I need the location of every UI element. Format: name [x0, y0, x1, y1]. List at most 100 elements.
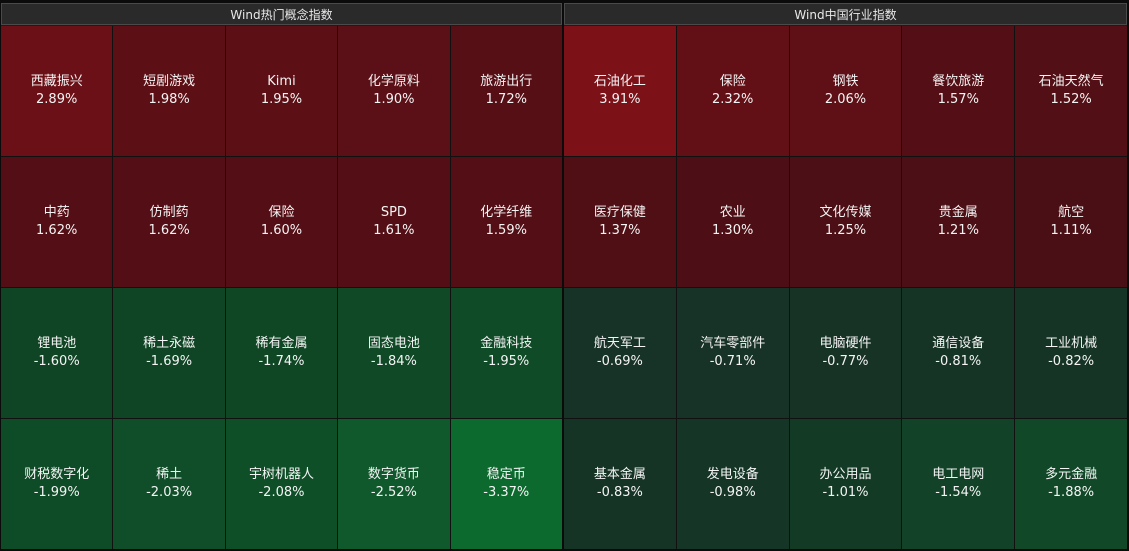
tile-name: 文化传媒: [819, 205, 872, 220]
tile-name: 发电设备: [706, 467, 759, 482]
tile-change-percent: -0.77%: [822, 354, 869, 369]
heatmap-tile[interactable]: 多元金融 -1.88%: [1015, 419, 1127, 549]
tile-change-percent: 2.06%: [824, 92, 867, 107]
heatmap-tile[interactable]: 财税数字化 -1.99%: [1, 419, 113, 549]
heatmap-tile[interactable]: 餐饮旅游 1.57%: [902, 26, 1015, 156]
heatmap-tile[interactable]: 数字货币 -2.52%: [338, 419, 450, 549]
tile-name: 农业: [719, 205, 746, 220]
concept-index-panel: Wind热门概念指数 西藏振兴 2.89% 短剧游戏 1.98% Kimi 1.95% 化学…: [1, 3, 562, 549]
tile-name: 化学原料: [367, 74, 420, 89]
heatmap-tile[interactable]: 基本金属 -0.83%: [564, 419, 676, 549]
tile-change-percent: 1.57%: [937, 92, 979, 107]
tile-name: 数字货币: [367, 467, 420, 482]
tile-name: 通信设备: [932, 336, 985, 351]
tile-name: 电工电网: [932, 467, 985, 482]
heatmap-tile[interactable]: 保险 2.32%: [676, 26, 789, 156]
heatmap-tile[interactable]: 稳定币 -3.37%: [450, 419, 562, 549]
heatmap-tile[interactable]: 医疗保健 1.37%: [564, 157, 676, 287]
tile-name: 航空: [1058, 205, 1085, 220]
tile-change-percent: -0.83%: [596, 485, 643, 500]
heatmap-tile[interactable]: 石油天然气 1.52%: [1015, 26, 1127, 156]
tile-change-percent: -1.88%: [1048, 485, 1095, 500]
heatmap-tile[interactable]: 旅游出行 1.72%: [450, 26, 562, 156]
heatmap-tile[interactable]: 石油化工 3.91%: [564, 26, 676, 156]
tile-name: 钢铁: [832, 74, 859, 89]
tile-name: 工业机械: [1045, 336, 1098, 351]
tile-change-percent: -2.08%: [258, 485, 305, 500]
tile-name: 多元金融: [1045, 467, 1098, 482]
tile-change-percent: -1.69%: [146, 354, 193, 369]
heatmap-tile[interactable]: 稀土 -2.03%: [113, 419, 225, 549]
tile-change-percent: -0.81%: [935, 354, 982, 369]
tile-change-percent: -2.52%: [370, 485, 417, 500]
tile-name: 医疗保健: [593, 205, 646, 220]
heatmap-tile[interactable]: 电脑硬件 -0.77%: [789, 288, 902, 418]
heatmap-tile[interactable]: 金融科技 -1.95%: [450, 288, 562, 418]
tile-change-percent: 1.25%: [824, 223, 867, 238]
tile-change-percent: 3.91%: [599, 92, 641, 107]
tile-name: 餐饮旅游: [932, 74, 985, 89]
heatmap-tile[interactable]: 电工电网 -1.54%: [902, 419, 1015, 549]
heatmap-tile[interactable]: 发电设备 -0.98%: [676, 419, 789, 549]
panel-title: Wind热门概念指数: [1, 3, 562, 25]
industry-index-panel: Wind中国行业指数 石油化工 3.91% 保险 2.32% 钢铁 2.06% 餐饮旅游 1.…: [564, 3, 1127, 549]
tile-name: 石油天然气: [1038, 74, 1104, 89]
tile-name: 化学纤维: [480, 205, 533, 220]
tile-name: 金融科技: [480, 336, 533, 351]
tile-name: SPD: [380, 205, 407, 220]
tile-name: 稳定币: [486, 467, 526, 482]
tile-name: 短剧游戏: [143, 74, 196, 89]
tile-name: 贵金属: [938, 205, 978, 220]
tile-change-percent: -1.95%: [483, 354, 530, 369]
heatmap-tile[interactable]: 宇树机器人 -2.08%: [225, 419, 338, 549]
heatmap-tile[interactable]: 短剧游戏 1.98%: [113, 26, 225, 156]
tile-name: 办公用品: [819, 467, 872, 482]
tile-change-percent: -1.54%: [935, 485, 982, 500]
tile-name: 锂电池: [37, 336, 77, 351]
heatmap-tile[interactable]: 办公用品 -1.01%: [789, 419, 902, 549]
heatmap-tile[interactable]: 航空 1.11%: [1015, 157, 1127, 287]
heatmap-tile[interactable]: SPD 1.61%: [338, 157, 450, 287]
heatmap-tile[interactable]: 航天军工 -0.69%: [564, 288, 676, 418]
tile-change-percent: -3.37%: [483, 485, 530, 500]
tile-change-percent: 1.98%: [148, 92, 190, 107]
heatmap-tile[interactable]: 锂电池 -1.60%: [1, 288, 113, 418]
tile-name: 仿制药: [149, 205, 189, 220]
tile-name: 稀土永磁: [143, 336, 196, 351]
heatmap-tile[interactable]: 文化传媒 1.25%: [789, 157, 902, 287]
heatmap-tile[interactable]: 稀土永磁 -1.69%: [113, 288, 225, 418]
tile-change-percent: 1.52%: [1050, 92, 1092, 107]
tile-change-percent: -1.99%: [33, 485, 80, 500]
tile-name: 保险: [268, 205, 295, 220]
heatmap-grid: 石油化工 3.91% 保险 2.32% 钢铁 2.06% 餐饮旅游 1.57% 石油天然气 1.5…: [564, 26, 1127, 549]
heatmap-tile[interactable]: Kimi 1.95%: [225, 26, 338, 156]
tile-change-percent: 1.62%: [148, 223, 190, 238]
heatmap-tile[interactable]: 化学纤维 1.59%: [450, 157, 562, 287]
tile-name: Kimi: [267, 74, 296, 89]
tile-change-percent: 1.21%: [937, 223, 979, 238]
heatmap-tile[interactable]: 贵金属 1.21%: [902, 157, 1015, 287]
tile-change-percent: -1.84%: [370, 354, 417, 369]
heatmap-tile[interactable]: 化学原料 1.90%: [338, 26, 450, 156]
heatmap-tile[interactable]: 农业 1.30%: [676, 157, 789, 287]
tile-change-percent: 1.72%: [485, 92, 527, 107]
heatmap-tile[interactable]: 通信设备 -0.81%: [902, 288, 1015, 418]
tile-change-percent: 2.89%: [36, 92, 78, 107]
heatmap-tile[interactable]: 钢铁 2.06%: [789, 26, 902, 156]
heatmap-tile[interactable]: 仿制药 1.62%: [113, 157, 225, 287]
heatmap-tile[interactable]: 稀有金属 -1.74%: [225, 288, 338, 418]
heatmap-tile[interactable]: 汽车零部件 -0.71%: [676, 288, 789, 418]
tile-change-percent: -0.71%: [709, 354, 756, 369]
heatmap-tile[interactable]: 西藏振兴 2.89%: [1, 26, 113, 156]
tile-name: 电脑硬件: [819, 336, 872, 351]
heatmap-tile[interactable]: 中药 1.62%: [1, 157, 113, 287]
tile-name: 保险: [719, 74, 746, 89]
heatmap-tile[interactable]: 固态电池 -1.84%: [338, 288, 450, 418]
heatmap-tile[interactable]: 保险 1.60%: [225, 157, 338, 287]
tile-name: 汽车零部件: [700, 336, 766, 351]
tile-change-percent: 1.95%: [260, 92, 303, 107]
tile-name: 旅游出行: [480, 74, 533, 89]
heatmap-tile[interactable]: 工业机械 -0.82%: [1015, 288, 1127, 418]
tile-name: 固态电池: [367, 336, 420, 351]
tile-name: 中药: [43, 205, 70, 220]
